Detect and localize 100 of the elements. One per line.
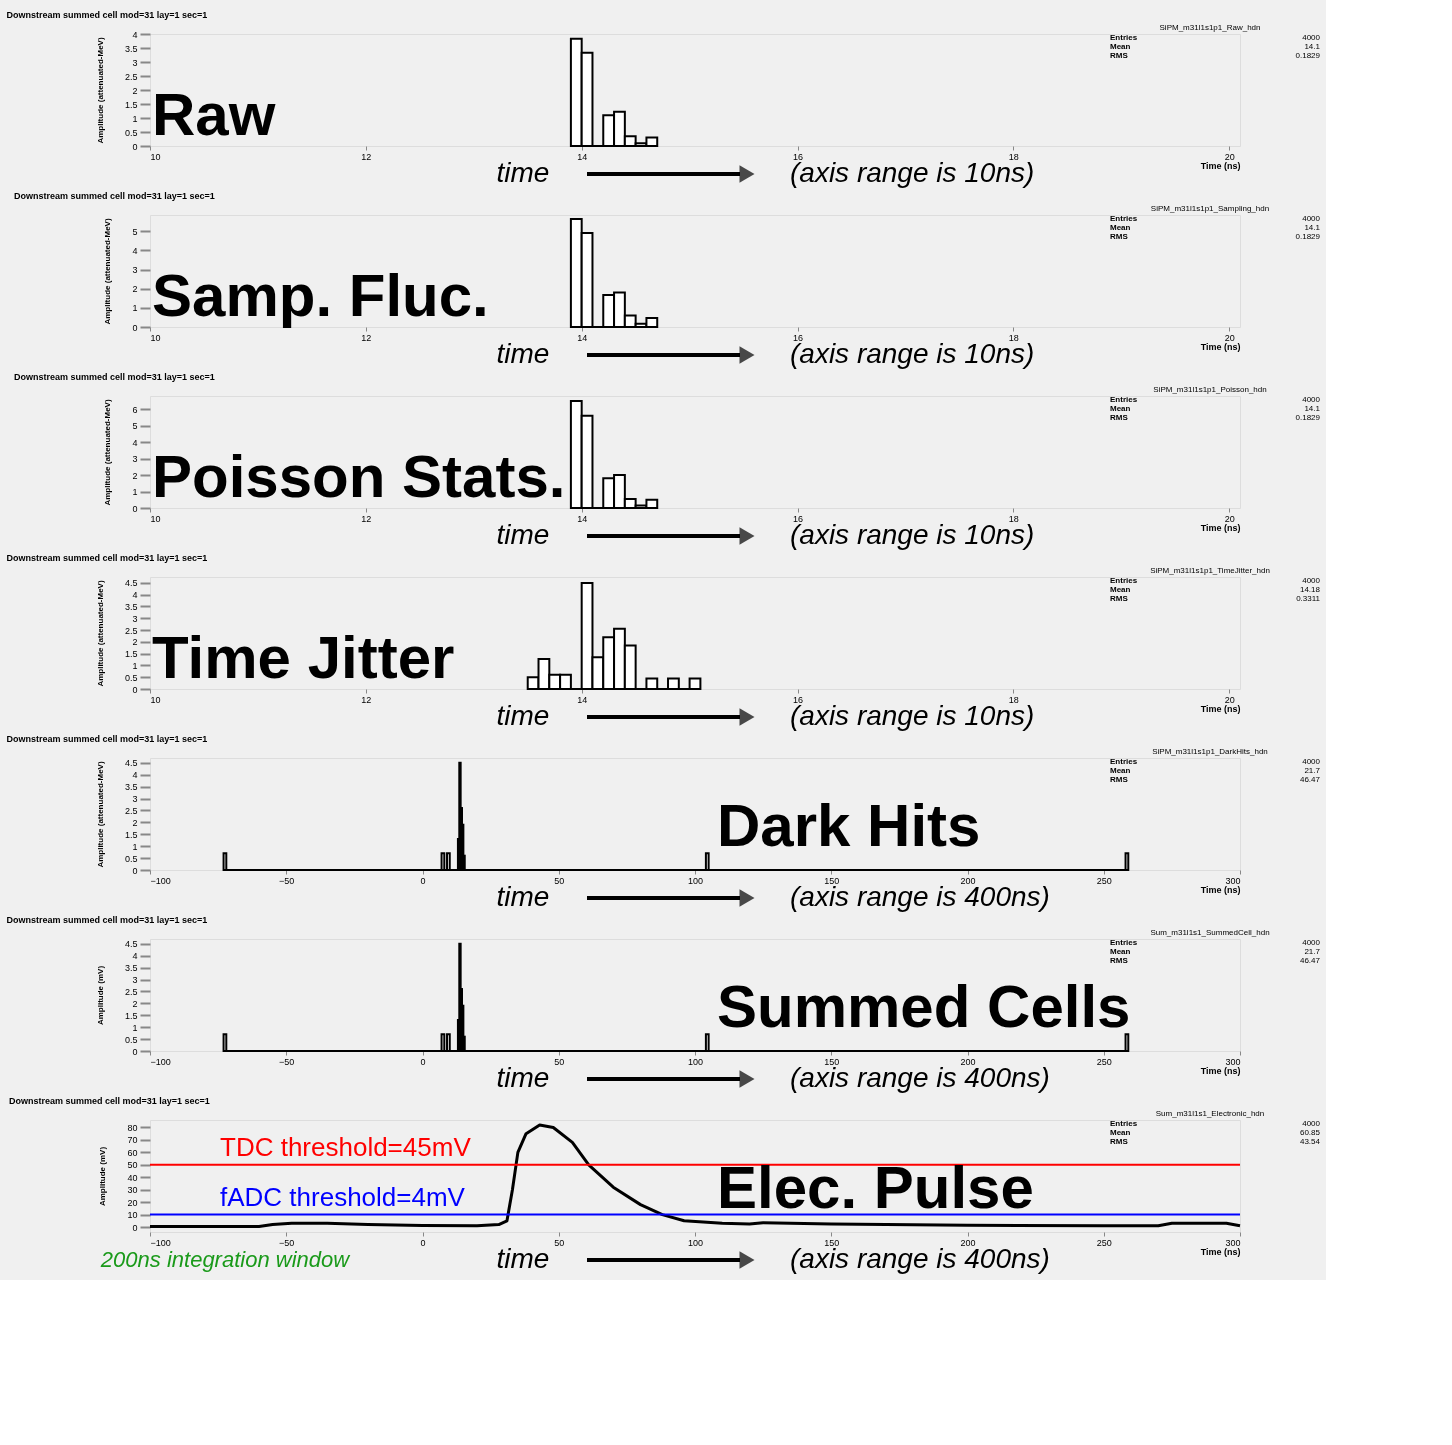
y-tick-label: 4 [132,770,138,781]
x-tick-label: −50 [279,875,295,886]
y-tick-label: 1.5 [124,1010,138,1021]
x-tick-label: 10 [150,513,161,524]
x-tick-label: 18 [1008,694,1019,705]
y-tick-label: 0 [132,322,138,333]
annotation: Entries [1110,395,1138,404]
y-tick-label: 1 [132,113,138,124]
x-tick-label: −100 [150,1237,171,1248]
x-tick-label: 150 [824,1056,840,1067]
annotation: Dark Hits [717,792,981,859]
y-tick-label: 50 [127,1160,138,1171]
x-tick-label: 150 [824,1237,840,1248]
x-tick-label: 100 [687,1237,704,1248]
y-tick-label: 0 [132,865,138,876]
text: SiPM_m31l1s1p1_Raw_hdn [1159,23,1261,32]
y-tick-label: 4 [132,29,138,40]
y-tick-label: 6 [132,404,138,415]
annotation: RMS [1110,1137,1129,1146]
x-tick-label: −100 [150,875,171,886]
x-tick-label: 50 [554,875,565,886]
annotation: Entries [1110,33,1138,42]
y-tick-label: 3 [132,265,138,276]
x-tick-label: −50 [279,1056,295,1067]
annotation: Entries [1110,214,1138,223]
text: 14.1 [1304,223,1321,232]
y-tick-label: 3 [132,975,138,986]
text: time [496,881,550,912]
y-tick-label: 5 [132,226,138,237]
y-tick-label: 80 [127,1122,138,1133]
annotation: Samp. Fluc. [152,262,489,329]
x-axis-title: Time (ns) [1200,341,1241,352]
annotation: RMS [1110,51,1129,60]
x-tick-label: 250 [1096,1237,1112,1248]
x-tick-label: 12 [361,151,372,162]
x-tick-label: 14 [577,151,588,162]
y-tick-label: 3.5 [124,43,138,54]
annotation: Raw [152,81,276,148]
annotation: Entries [1110,576,1138,585]
x-axis-title: Time (ns) [1200,1065,1241,1076]
annotation: RMS [1110,775,1129,784]
x-tick-label: −100 [150,1056,171,1067]
x-tick-label: 14 [577,332,588,343]
text: 4000 [1302,33,1321,42]
chart-title: Downstream summed cell mod=31 lay=1 sec=1 [8,1096,210,1106]
x-tick-label: 100 [687,875,704,886]
chart-title: Downstream summed cell mod=31 lay=1 sec=1 [13,191,215,201]
text: SiPM_m31l1s1p1_Poisson_hdn [1153,385,1267,394]
y-axis-title: Amplitude (attenuated-MeV) [95,580,105,687]
x-tick-label: 10 [150,332,161,343]
annotation: Mean [1110,585,1131,594]
text: time [496,1062,550,1093]
text: 21.7 [1304,766,1321,775]
text: 4000 [1302,576,1321,585]
y-tick-label: 2.5 [124,71,138,82]
y-axis-title: Amplitude (attenuated-MeV) [103,218,113,325]
text: 60.85 [1299,1128,1321,1137]
annotation: RMS [1110,232,1129,241]
x-tick-label: 12 [361,694,372,705]
x-tick-label: 20 [1224,694,1235,705]
x-tick-label: 14 [577,513,588,524]
x-tick-label: 300 [1225,875,1241,886]
y-tick-label: 2 [132,85,138,96]
y-tick-label: 3.5 [124,601,138,612]
y-tick-label: 4 [132,590,138,601]
x-tick-label: 200 [960,1056,976,1067]
text: 200ns integration window [99,1247,352,1272]
annotation: fADC threshold=4mV [220,1181,466,1212]
text: 14.1 [1304,42,1321,51]
x-tick-label: 0 [420,1237,426,1248]
text: SiPM_m31l1s1p1_TimeJitter_hdn [1150,566,1270,575]
y-tick-label: 0 [132,141,138,152]
x-axis-title: Time (ns) [1200,522,1241,533]
chart-title: Downstream summed cell mod=31 lay=1 sec=1 [6,553,208,563]
chart-title: Downstream summed cell mod=31 lay=1 sec=1 [6,734,208,744]
text: 21.7 [1304,947,1321,956]
y-tick-label: 5 [132,421,138,432]
annotation: Entries [1110,757,1138,766]
y-tick-label: 1 [132,660,138,671]
y-tick-label: 0 [132,503,138,514]
text: time [496,519,550,550]
text: SiPM_m31l1s1p1_Sampling_hdn [1150,204,1270,213]
x-tick-label: 18 [1008,513,1019,524]
y-tick-label: 70 [127,1135,138,1146]
y-axis-title: Amplitude (attenuated-MeV) [103,399,113,506]
annotation: RMS [1110,956,1129,965]
text: 4000 [1302,757,1321,766]
text: 43.54 [1299,1137,1321,1146]
y-tick-label: 4 [132,951,138,962]
text: SiPM_m31l1s1p1_DarkHits_hdn [1152,747,1268,756]
x-tick-label: 18 [1008,151,1019,162]
x-axis-title: Time (ns) [1200,160,1241,171]
y-tick-label: 2 [132,470,138,481]
y-tick-label: 1 [132,487,138,498]
x-axis-title: Time (ns) [1200,703,1241,714]
annotation: TDC threshold=45mV [220,1131,472,1162]
annotation: Mean [1110,766,1131,775]
y-tick-label: 2.5 [124,625,138,636]
chart-title: Downstream summed cell mod=31 lay=1 sec=1 [6,915,208,925]
y-tick-label: 2 [132,637,138,648]
